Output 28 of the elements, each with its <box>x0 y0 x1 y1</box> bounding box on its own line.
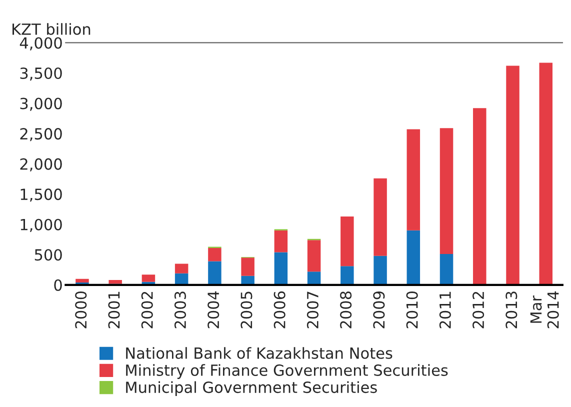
y-tick-label: 3,000 <box>20 98 62 111</box>
y-tick-label: 3,500 <box>20 67 62 81</box>
y-tick-label: 2,500 <box>20 128 62 142</box>
x-tick-label: 2013 <box>506 292 518 328</box>
y-tick-label: 4,000 <box>20 37 62 50</box>
x-tick-label: 2005 <box>240 292 252 328</box>
x-tick-label: 2009 <box>373 292 385 328</box>
x-tick-label: 2003 <box>174 292 186 328</box>
x-tick-label: 2011 <box>439 292 451 328</box>
y-tick-label: 1,000 <box>20 218 62 232</box>
legend-label: National Bank of Kazakhstan Notes <box>126 347 392 359</box>
y-axis-title: KZT billion <box>12 23 90 35</box>
x-tick-label: 2008 <box>340 292 352 328</box>
x-tick-label: 2012 <box>472 292 484 328</box>
legend-label: Municipal Government Securities <box>126 381 377 396</box>
x-tick-label: 2002 <box>141 292 153 328</box>
x-tick-label: 2010 <box>406 291 418 328</box>
x-tick-label: 2000 <box>75 291 87 328</box>
x-tick-label: Mar 2014 <box>530 291 559 328</box>
x-tick-label: 2004 <box>208 291 220 328</box>
legend-label: Ministry of Finance Government Securities <box>126 364 448 379</box>
x-tick-label: 2001 <box>108 292 120 328</box>
y-tick-label: 1,500 <box>20 188 62 202</box>
x-tick-label: 2006 <box>274 291 286 328</box>
y-tick-label: 0 <box>54 279 62 291</box>
y-tick-label: 2,000 <box>20 158 62 172</box>
x-tick-label: 2007 <box>306 292 318 328</box>
y-tick-label: 500 <box>34 249 62 261</box>
